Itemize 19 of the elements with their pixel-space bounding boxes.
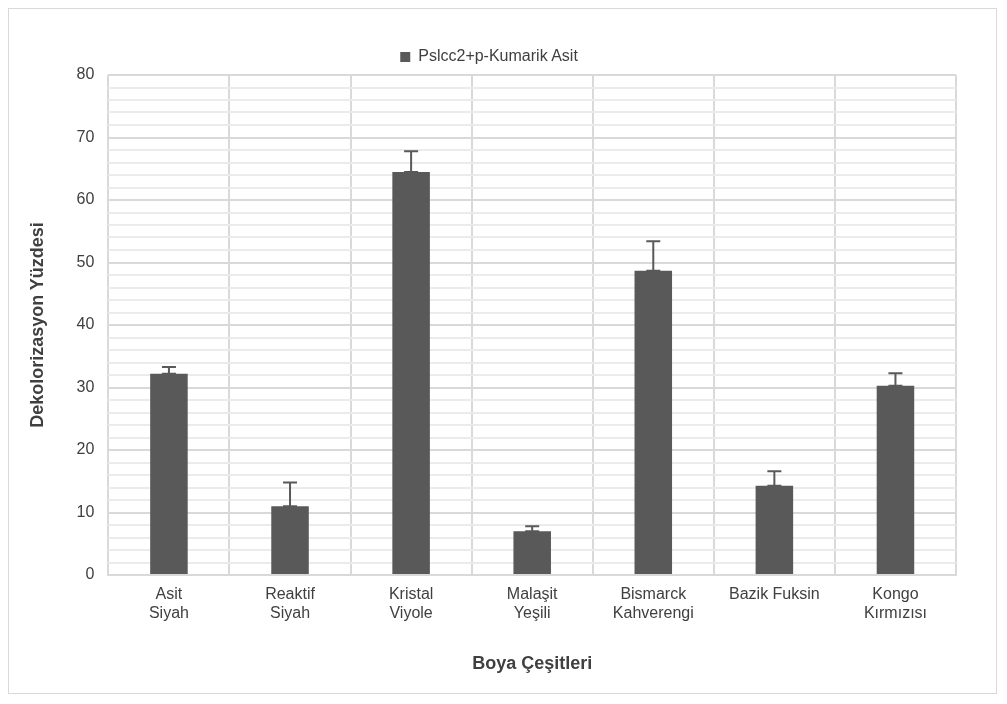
x-axis-title: Boya Çeşitleri (472, 653, 593, 674)
y-axis-title: Dekolorizasyon Yüzdesi (26, 222, 47, 428)
y-tick-label: 80 (76, 65, 95, 83)
y-tick-label: 30 (76, 377, 95, 395)
x-tick-label: Kristal Viyole (388, 585, 434, 622)
x-tick-label: Bazik Fuksin (729, 585, 820, 603)
x-tick-label: Reaktif Siyah (265, 585, 316, 622)
x-tick-label: Malaşit Yeşili (506, 585, 559, 622)
y-tick-label: 40 (76, 315, 95, 333)
x-tick-label: Asit Siyah (148, 585, 189, 622)
y-tick-label: 50 (76, 252, 95, 270)
x-tick-label: Bismarck Kahverengi (612, 585, 694, 622)
y-tick-label: 20 (76, 440, 95, 458)
y-tick-label: 70 (76, 127, 95, 145)
y-tick-label: 60 (76, 190, 95, 208)
legend-label: Pslcc2+p-Kumarik Asit (418, 47, 579, 65)
y-tick-label: 10 (76, 502, 95, 520)
x-tick-label: Kongo Kırmızısı (863, 585, 928, 622)
y-tick-label: 0 (85, 565, 95, 583)
